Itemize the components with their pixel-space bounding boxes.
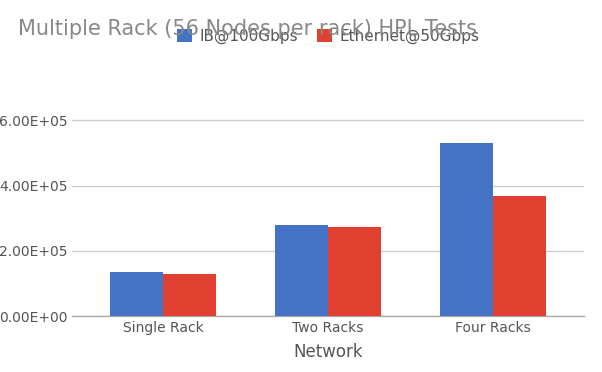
X-axis label: Network: Network [293,343,363,361]
Bar [163,274,216,316]
Bar [110,272,163,316]
Bar [493,196,546,316]
Bar [440,143,493,316]
Legend: IB@100Gbps, Ethernet@50Gbps: IB@100Gbps, Ethernet@50Gbps [170,23,486,50]
Bar [275,225,328,316]
Bar [328,227,381,316]
Text: Multiple Rack (56 Nodes per rack) HPL Tests: Multiple Rack (56 Nodes per rack) HPL Te… [18,19,477,39]
